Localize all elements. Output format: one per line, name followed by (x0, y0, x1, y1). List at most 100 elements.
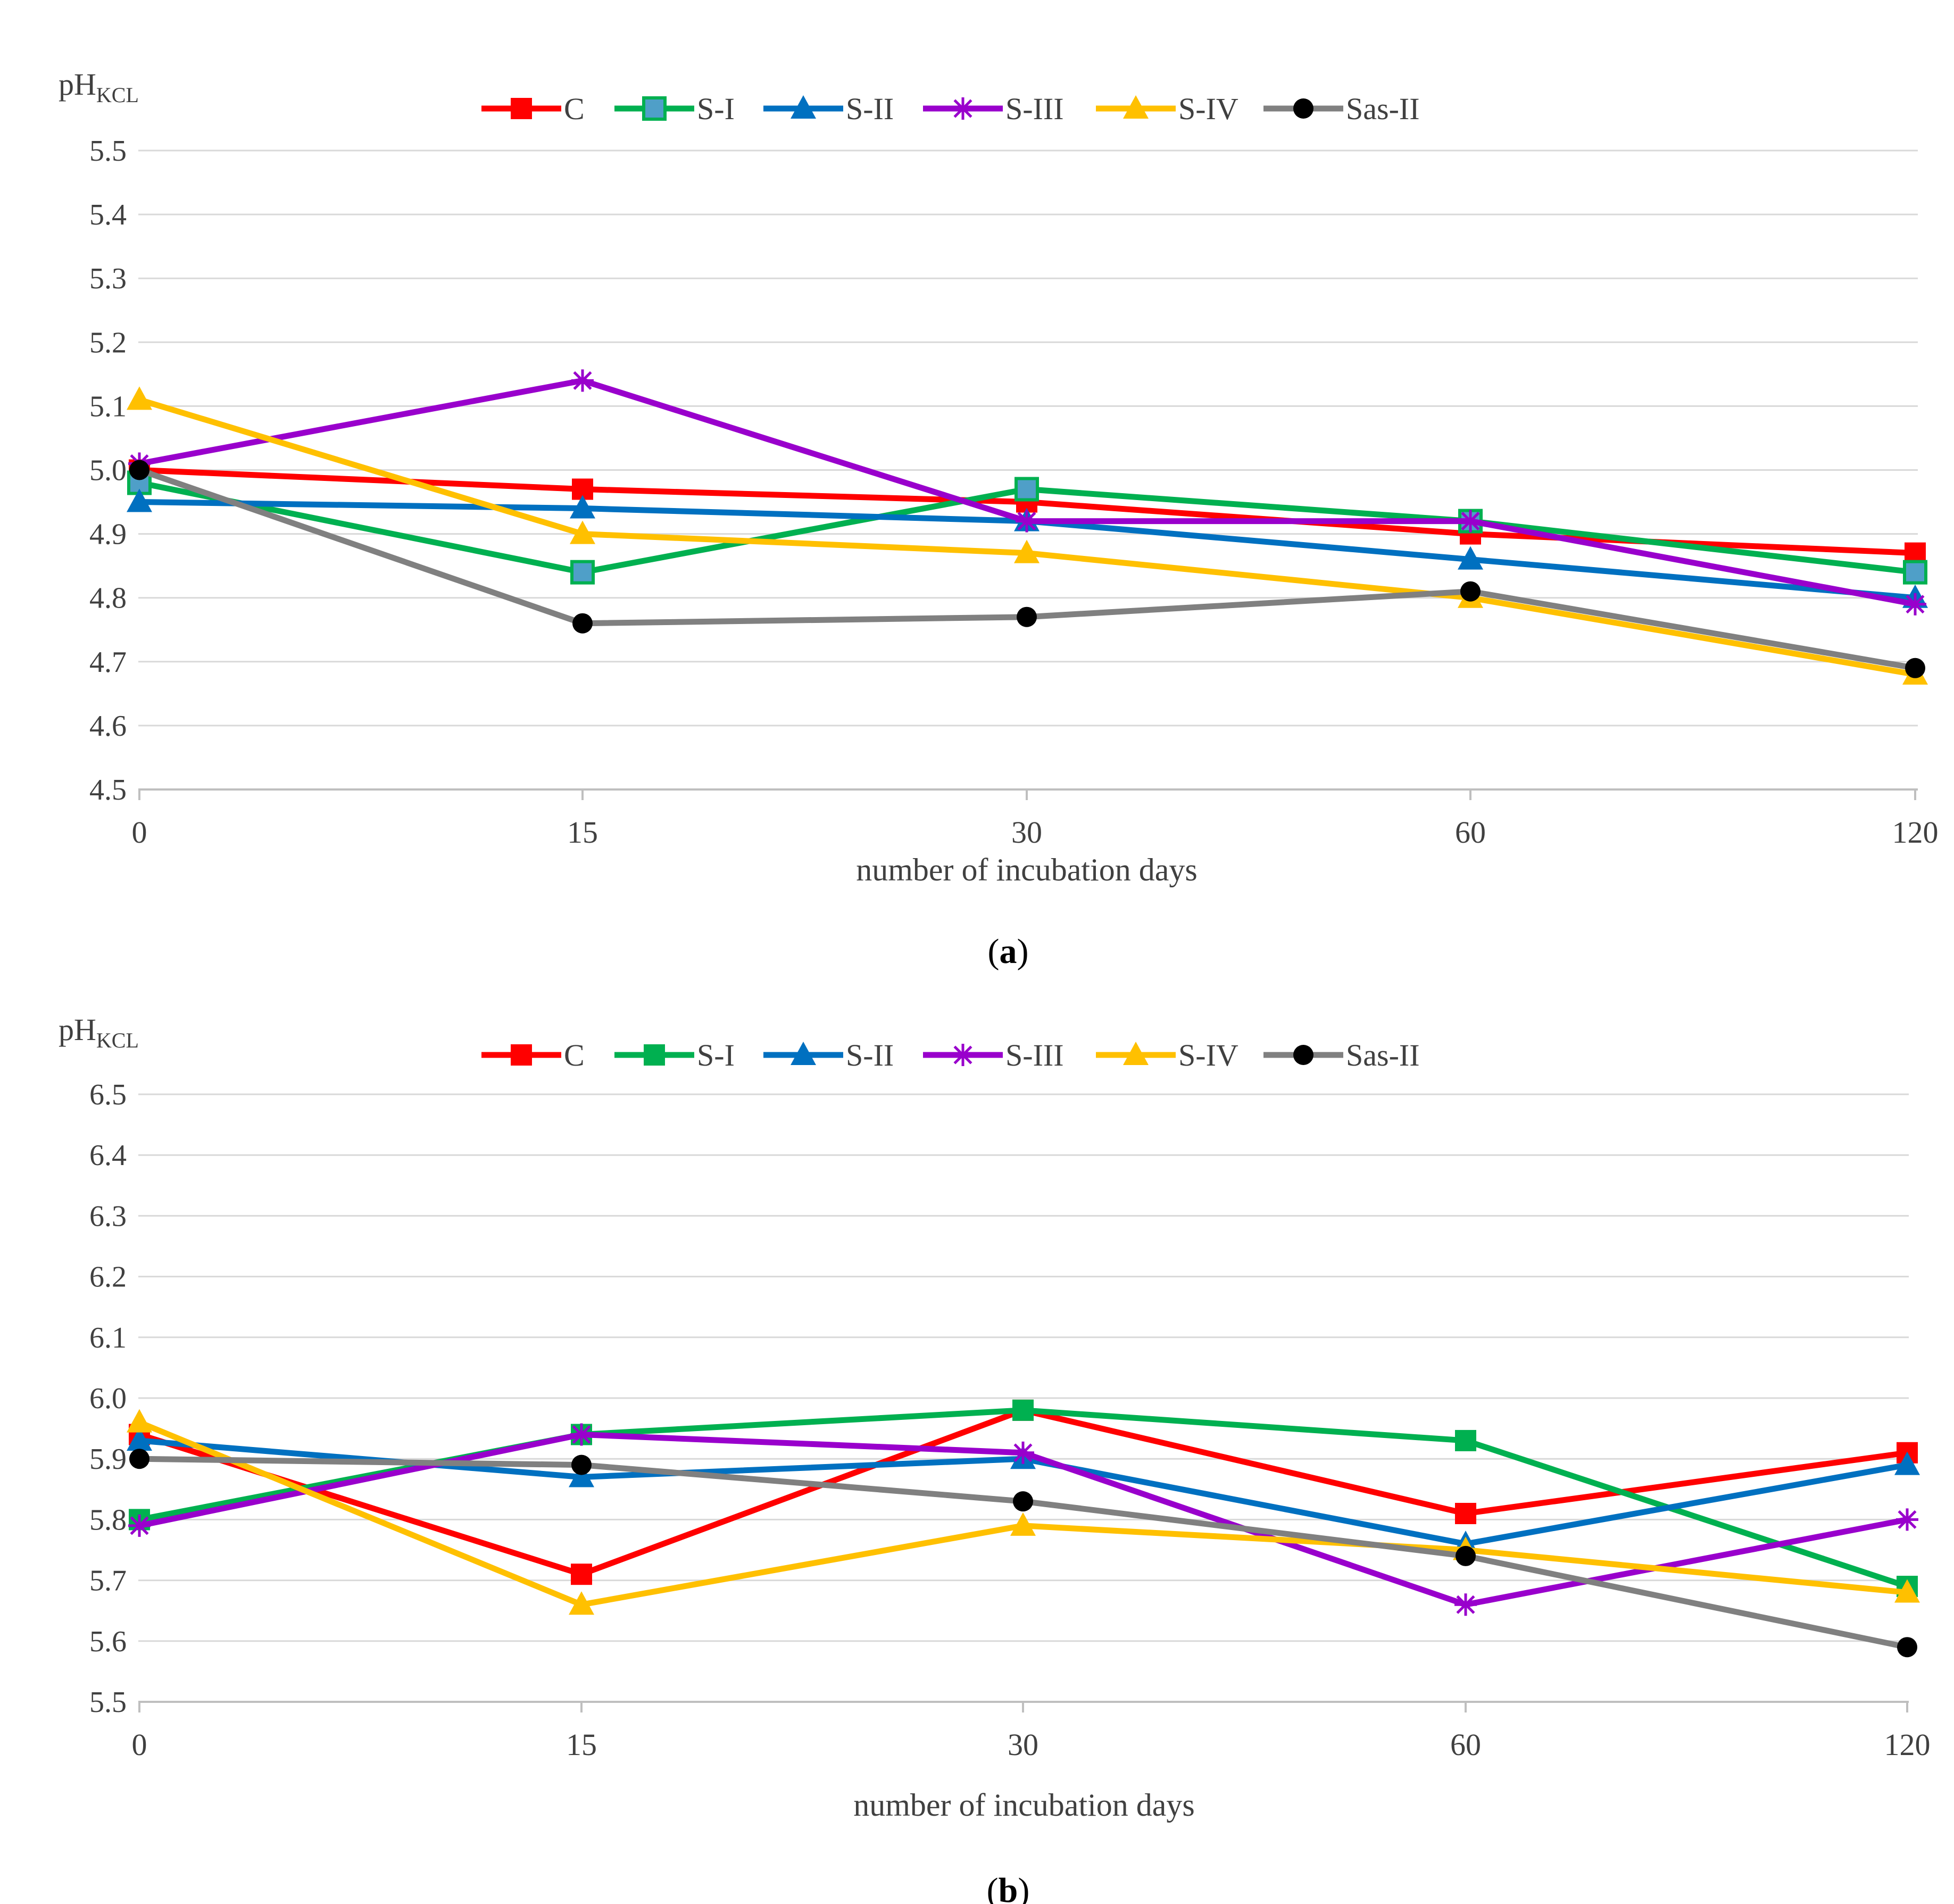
panel-label: (a) (988, 932, 1029, 971)
legend-label: S-II (846, 1038, 894, 1072)
data-point-sas-ii (1460, 581, 1481, 602)
data-point-s-iv (1894, 1579, 1920, 1603)
data-point-c (571, 1564, 592, 1585)
data-point-sas-ii (1456, 1545, 1476, 1566)
data-point-s-i (1012, 1399, 1034, 1421)
data-point-s-ii (570, 495, 595, 519)
data-point-s-i (1455, 1429, 1476, 1451)
legend-marker (511, 98, 532, 119)
x-tick-label: 30 (1008, 1727, 1038, 1762)
y-axis-label-sub: KCL (96, 83, 139, 107)
legend-item-s-iv: S-IV (1096, 92, 1238, 126)
legend-marker (1123, 95, 1149, 119)
chart-a: 4.5 4.6 4.7 4.8 4.9 5.0 5.1 5.2 5.3 5.4 5.5 0 15 30 60… (59, 67, 1939, 971)
data-point-sas-ii (571, 1454, 592, 1475)
data-point-s-iv (1014, 539, 1040, 563)
x-tick-label: 15 (567, 815, 598, 850)
y-tick-label: 5.4 (89, 198, 127, 231)
y-tick-label: 5.3 (89, 262, 127, 295)
y-tick-label: 5.2 (89, 326, 127, 359)
data-point-s-iii (1904, 593, 1926, 616)
legend-label: S-III (1005, 92, 1064, 126)
legend-label: S-I (697, 92, 735, 126)
y-axis-label-main: pH (59, 67, 96, 102)
legend-label: S-IV (1178, 92, 1238, 126)
legend-marker (511, 1044, 532, 1066)
panel-label-close: ) (1018, 1871, 1029, 1904)
data-point-s-ii (569, 1464, 594, 1487)
legend-marker (791, 95, 816, 119)
data-point-s-ii (127, 488, 152, 512)
data-point-sas-ii (129, 460, 149, 480)
data-point-s-iv (1010, 1512, 1036, 1536)
x-axis-title: number of incubation days (856, 852, 1198, 887)
y-tick-label: 6.0 (89, 1382, 127, 1415)
y-tick-label: 4.8 (89, 582, 127, 615)
y-axis-label-main: pH (59, 1012, 96, 1047)
x-tick-label: 30 (1011, 815, 1042, 850)
chart-b: 5.5 5.6 5.7 5.8 5.9 6.0 6.1 6.2 6.3 6.4 6.5 0 15 30 60… (59, 1012, 1931, 1904)
y-tick-label: 6.3 (89, 1200, 127, 1233)
data-point-s-iv (127, 1409, 152, 1433)
y-tick-label: 4.5 (89, 774, 127, 807)
x-tick-label: 120 (1892, 815, 1939, 850)
legend-marker (1293, 1045, 1313, 1065)
y-tick-label: 6.4 (89, 1139, 127, 1172)
data-point-s-i (570, 560, 595, 585)
data-point-sas-ii (1897, 1637, 1917, 1658)
data-point-s-iv (569, 1591, 594, 1615)
data-point-s-iii (571, 369, 594, 392)
legend-item-sas-ii: Sas-II (1263, 1038, 1420, 1072)
legend-label: Sas-II (1346, 92, 1420, 126)
data-point-s-i (1903, 560, 1927, 585)
data-point-s-iii (1454, 1593, 1477, 1616)
data-point-s-iii (128, 1514, 151, 1537)
x-tick-label: 15 (566, 1727, 597, 1762)
data-point-c (1455, 1502, 1476, 1524)
panel-label-close: ) (1017, 932, 1029, 971)
y-axis-label: pHKCL (59, 67, 139, 107)
legend-marker (952, 1044, 974, 1066)
panel-label-letter: b (999, 1871, 1018, 1904)
y-tick-label: 5.6 (89, 1625, 127, 1658)
y-axis-label: pHKCL (59, 1012, 139, 1052)
legend-label: C (564, 92, 585, 126)
y-tick-label: 5.0 (89, 454, 127, 487)
legend-marker (1123, 1042, 1149, 1065)
data-point-s-iv (570, 520, 595, 544)
legend-item-c: C (481, 92, 585, 126)
data-point-sas-ii (1905, 658, 1925, 678)
legend-label: Sas-II (1346, 1038, 1420, 1072)
legend-label: S-III (1005, 1038, 1064, 1072)
x-tick-label: 0 (132, 1727, 147, 1762)
legend-item-s-ii: S-II (763, 1038, 894, 1072)
legend-item-s-ii: S-II (763, 92, 894, 126)
panel-label-open: ( (988, 932, 1000, 971)
legend-item-s-i: S-I (614, 92, 735, 126)
legend-marker (791, 1042, 816, 1065)
legend-marker (642, 96, 667, 121)
panel-label: (b) (987, 1871, 1030, 1904)
data-point-sas-ii (1013, 1491, 1033, 1512)
y-tick-label: 5.8 (89, 1503, 127, 1536)
y-tick-label: 6.1 (89, 1321, 127, 1354)
y-tick-label: 4.7 (89, 646, 127, 679)
y-tick-label: 6.2 (89, 1261, 127, 1294)
y-tick-label: 4.9 (89, 518, 127, 551)
legend-item-s-iii: S-III (923, 1038, 1064, 1072)
legend-item-s-iii: S-III (923, 92, 1064, 126)
x-tick-label: 120 (1884, 1727, 1931, 1762)
legend-item-sas-ii: Sas-II (1263, 92, 1420, 126)
data-point-sas-ii (572, 613, 593, 634)
x-axis-title: number of incubation days (853, 1787, 1195, 1823)
data-point-s-iii (1459, 510, 1482, 533)
data-point-s-ii (1458, 546, 1483, 570)
data-point-s-iv (127, 386, 152, 410)
legend-item-s-i: S-I (614, 1038, 735, 1072)
x-tick-label: 60 (1450, 1727, 1481, 1762)
data-point-s-iii (1016, 510, 1038, 533)
data-point-s-iii (1012, 1441, 1034, 1464)
legend-marker (952, 97, 974, 120)
x-tick-label: 60 (1455, 815, 1486, 850)
